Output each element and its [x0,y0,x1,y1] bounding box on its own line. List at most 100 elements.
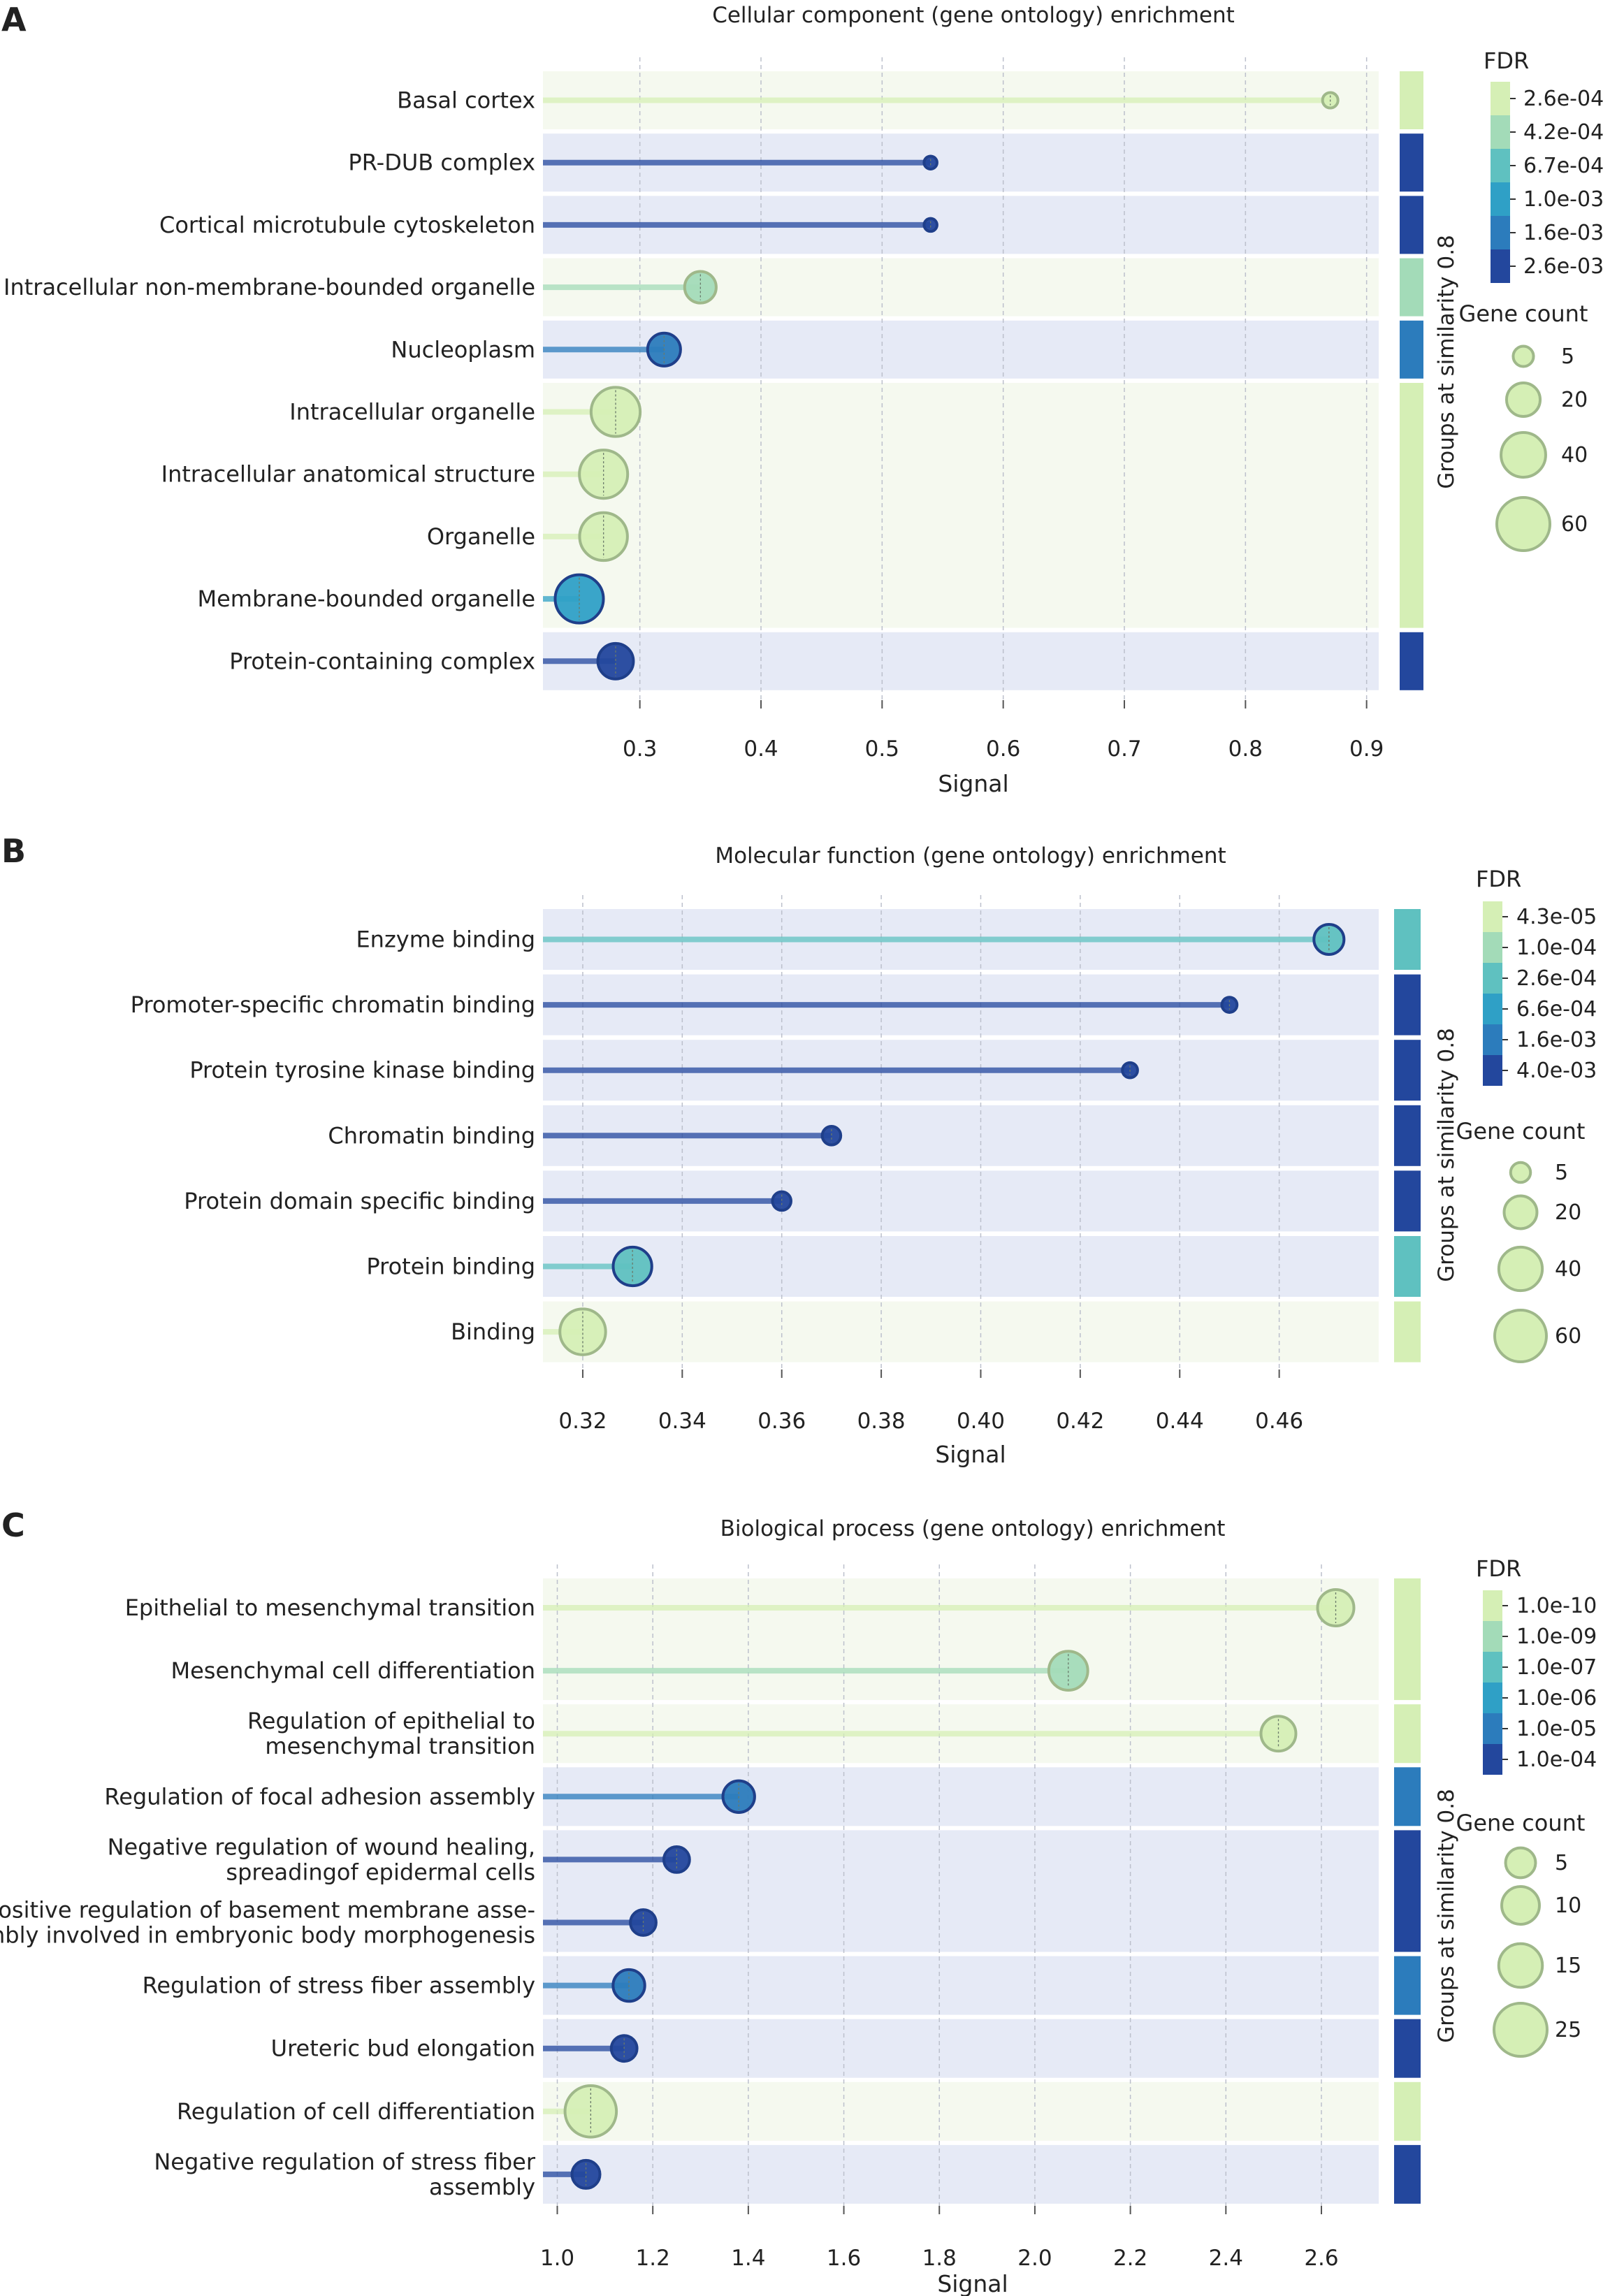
category-label: Positive regulation of basement membrane… [0,1897,535,1924]
x-tick-label: 0.4 [744,736,778,762]
row-band [543,2019,1379,2078]
size-legend-label: 40 [1561,443,1588,467]
category-label: Protein-containing complex [229,648,535,674]
lollipop-point [922,217,938,233]
panel-b: B Molecular function (gene ontology) enr… [1,832,1597,1468]
group-color-bar [1400,320,1423,379]
category-label: Epithelial to mesenchymal transition [125,1594,535,1621]
fdr-legend-label: 4.2e-04 [1523,120,1604,145]
fdr-legend-swatch [1491,82,1510,115]
category-label: Protein binding [366,1254,535,1280]
panel-letter-c: C [1,1506,25,1544]
panel-letter-b: B [1,832,26,870]
fdr-legend-title: FDR [1476,866,1521,892]
fdr-legend-swatch [1483,1652,1502,1683]
row-band [543,2081,1379,2141]
group-color-bar [1394,1301,1421,1363]
fdr-legend-swatch [1491,249,1510,283]
x-tick-label: 0.34 [658,1409,706,1434]
panel-c-title: Biological process (gene ontology) enric… [720,1516,1226,1541]
category-label: Negative regulation of wound healing, [108,1833,535,1860]
category-label: Regulation of cell differentiation [177,2098,535,2125]
size-legend-label: 5 [1555,1851,1568,1875]
size-legend-circle [1511,344,1535,368]
panel-letter-a: A [1,1,27,38]
row-band [543,1578,1379,1701]
fdr-legend-swatch [1483,994,1502,1024]
fdr-legend-swatch [1483,1683,1502,1713]
category-label: Mesenchymal cell differentiation [171,1657,535,1684]
fdr-legend-label: 1.0e-05 [1516,1717,1597,1741]
fdr-legend-label: 6.7e-04 [1523,154,1604,178]
category-label: Intracellular organelle [289,399,535,426]
group-color-bar [1400,383,1423,628]
group-color-bar [1394,1704,1421,1764]
x-tick-label: 0.7 [1107,736,1141,762]
lollipop-point [611,1245,653,1288]
row-band [543,632,1379,690]
panel-a-group-label: Groups at similarity 0.8 [1434,235,1459,489]
size-legend-circle [1500,431,1547,479]
group-color-bar [1394,1040,1421,1101]
fdr-legend-label: 4.0e-03 [1516,1059,1597,1083]
row-band [543,1956,1379,2015]
size-legend-circle [1504,1846,1537,1880]
category-label: Protein tyrosine kinase binding [189,1057,535,1084]
lollipop-point [570,2158,602,2190]
category-label: Nucleoplasm [391,336,535,363]
x-tick-label: 1.8 [922,2246,957,2271]
fdr-legend-swatch [1483,1024,1502,1055]
size-legend-title: Gene count [1459,300,1588,327]
group-color-bar [1394,2144,1421,2204]
fdr-legend-swatch [1483,1713,1502,1744]
group-color-bar [1400,632,1423,690]
size-legend-label: 60 [1561,512,1588,537]
panel-c: C Biological process (gene ontology) enr… [0,1506,1597,2296]
fdr-legend-swatch [1483,1744,1502,1775]
lollipop-point [1312,922,1346,957]
category-label: Binding [451,1318,535,1345]
category-label: Cortical microtubule cytoskeleton [159,212,535,238]
x-tick-label: 0.9 [1349,736,1384,762]
group-color-bar [1394,1236,1421,1297]
group-color-bar [1400,71,1423,129]
x-tick-label: 2.6 [1304,2246,1338,2271]
x-tick-label: 2.2 [1113,2246,1147,2271]
category-label: assembly [429,2174,535,2200]
category-label: Regulation of epithelial to [247,1708,535,1734]
category-label: Promoter-specific chromatin binding [131,991,535,1018]
row-band [543,2144,1379,2204]
category-label: PR-DUB complex [348,150,535,176]
fdr-legend-swatch [1491,149,1510,182]
x-tick-label: 0.32 [558,1409,607,1434]
size-legend-label: 20 [1561,388,1588,412]
fdr-legend-label: 1.0e-10 [1516,1594,1597,1618]
lollipop-point [1047,1650,1089,1692]
x-tick-label: 0.46 [1255,1409,1303,1434]
category-label: Regulation of stress fiber assembly [143,1972,535,1999]
category-label: mbly involved in embryonic body morphoge… [0,1922,535,1949]
fdr-legend-swatch [1483,901,1502,932]
category-label: Intracellular anatomical structure [161,461,535,488]
size-legend-label: 40 [1555,1257,1581,1281]
group-color-bar [1394,909,1421,970]
fdr-legend-label: 1.0e-03 [1523,187,1604,212]
size-legend-circle [1504,381,1542,419]
x-tick-label: 0.40 [957,1409,1005,1434]
category-label: Protein domain specific binding [184,1188,535,1214]
fdr-legend-title: FDR [1484,48,1529,74]
fdr-legend-label: 1.0e-04 [1516,936,1597,960]
x-tick-label: 1.4 [731,2246,765,2271]
row-band [543,1301,1379,1363]
category-label: Organelle [427,523,535,550]
x-tick-label: 1.6 [827,2246,861,2271]
panel-b-title: Molecular function (gene ontology) enric… [715,843,1226,869]
panel-a: A Cellular component (gene ontology) enr… [1,1,1604,797]
fdr-legend-swatch [1491,115,1510,149]
lollipop-point [771,1190,792,1212]
group-color-bar [1394,2081,1421,2141]
lollipop-point [596,641,635,681]
group-color-bar [1400,258,1423,317]
fdr-legend-label: 2.6e-03 [1523,254,1604,279]
